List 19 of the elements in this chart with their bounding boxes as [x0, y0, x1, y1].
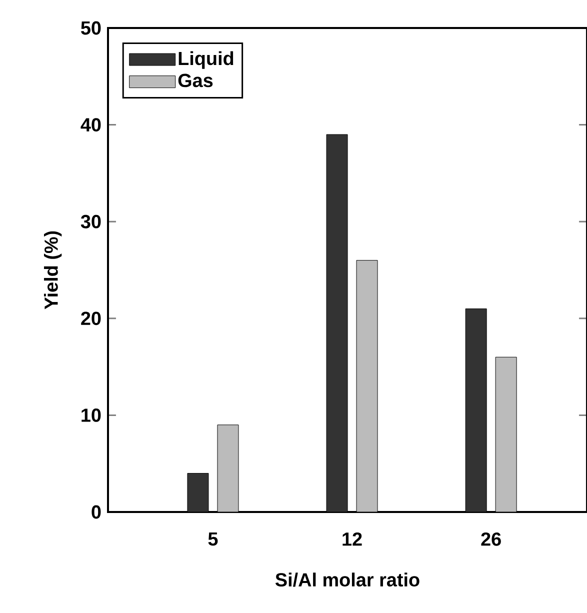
- y-tick-label: 20: [81, 312, 101, 326]
- y-tick-label: 30: [80, 214, 101, 228]
- bar: [495, 356, 517, 512]
- y-tick-label: 40: [80, 118, 101, 132]
- x-tick-label: 26: [481, 532, 501, 546]
- legend-label: Gas: [178, 74, 213, 88]
- y-axis-title: Yield (%): [44, 231, 62, 310]
- bar: [217, 424, 239, 512]
- y-tick-label: 50: [81, 21, 101, 35]
- y-tick-label: 10: [82, 408, 101, 422]
- x-axis-title: Si/Al molar ratio: [275, 572, 420, 587]
- bar: [465, 308, 487, 512]
- x-tick-label: 5: [208, 532, 218, 546]
- y-tick-label: 0: [92, 505, 101, 519]
- bar: [326, 134, 348, 512]
- legend-label: Liquid: [178, 51, 234, 69]
- x-tick-label: 12: [342, 532, 362, 546]
- bar: [187, 473, 209, 512]
- bar: [356, 260, 378, 512]
